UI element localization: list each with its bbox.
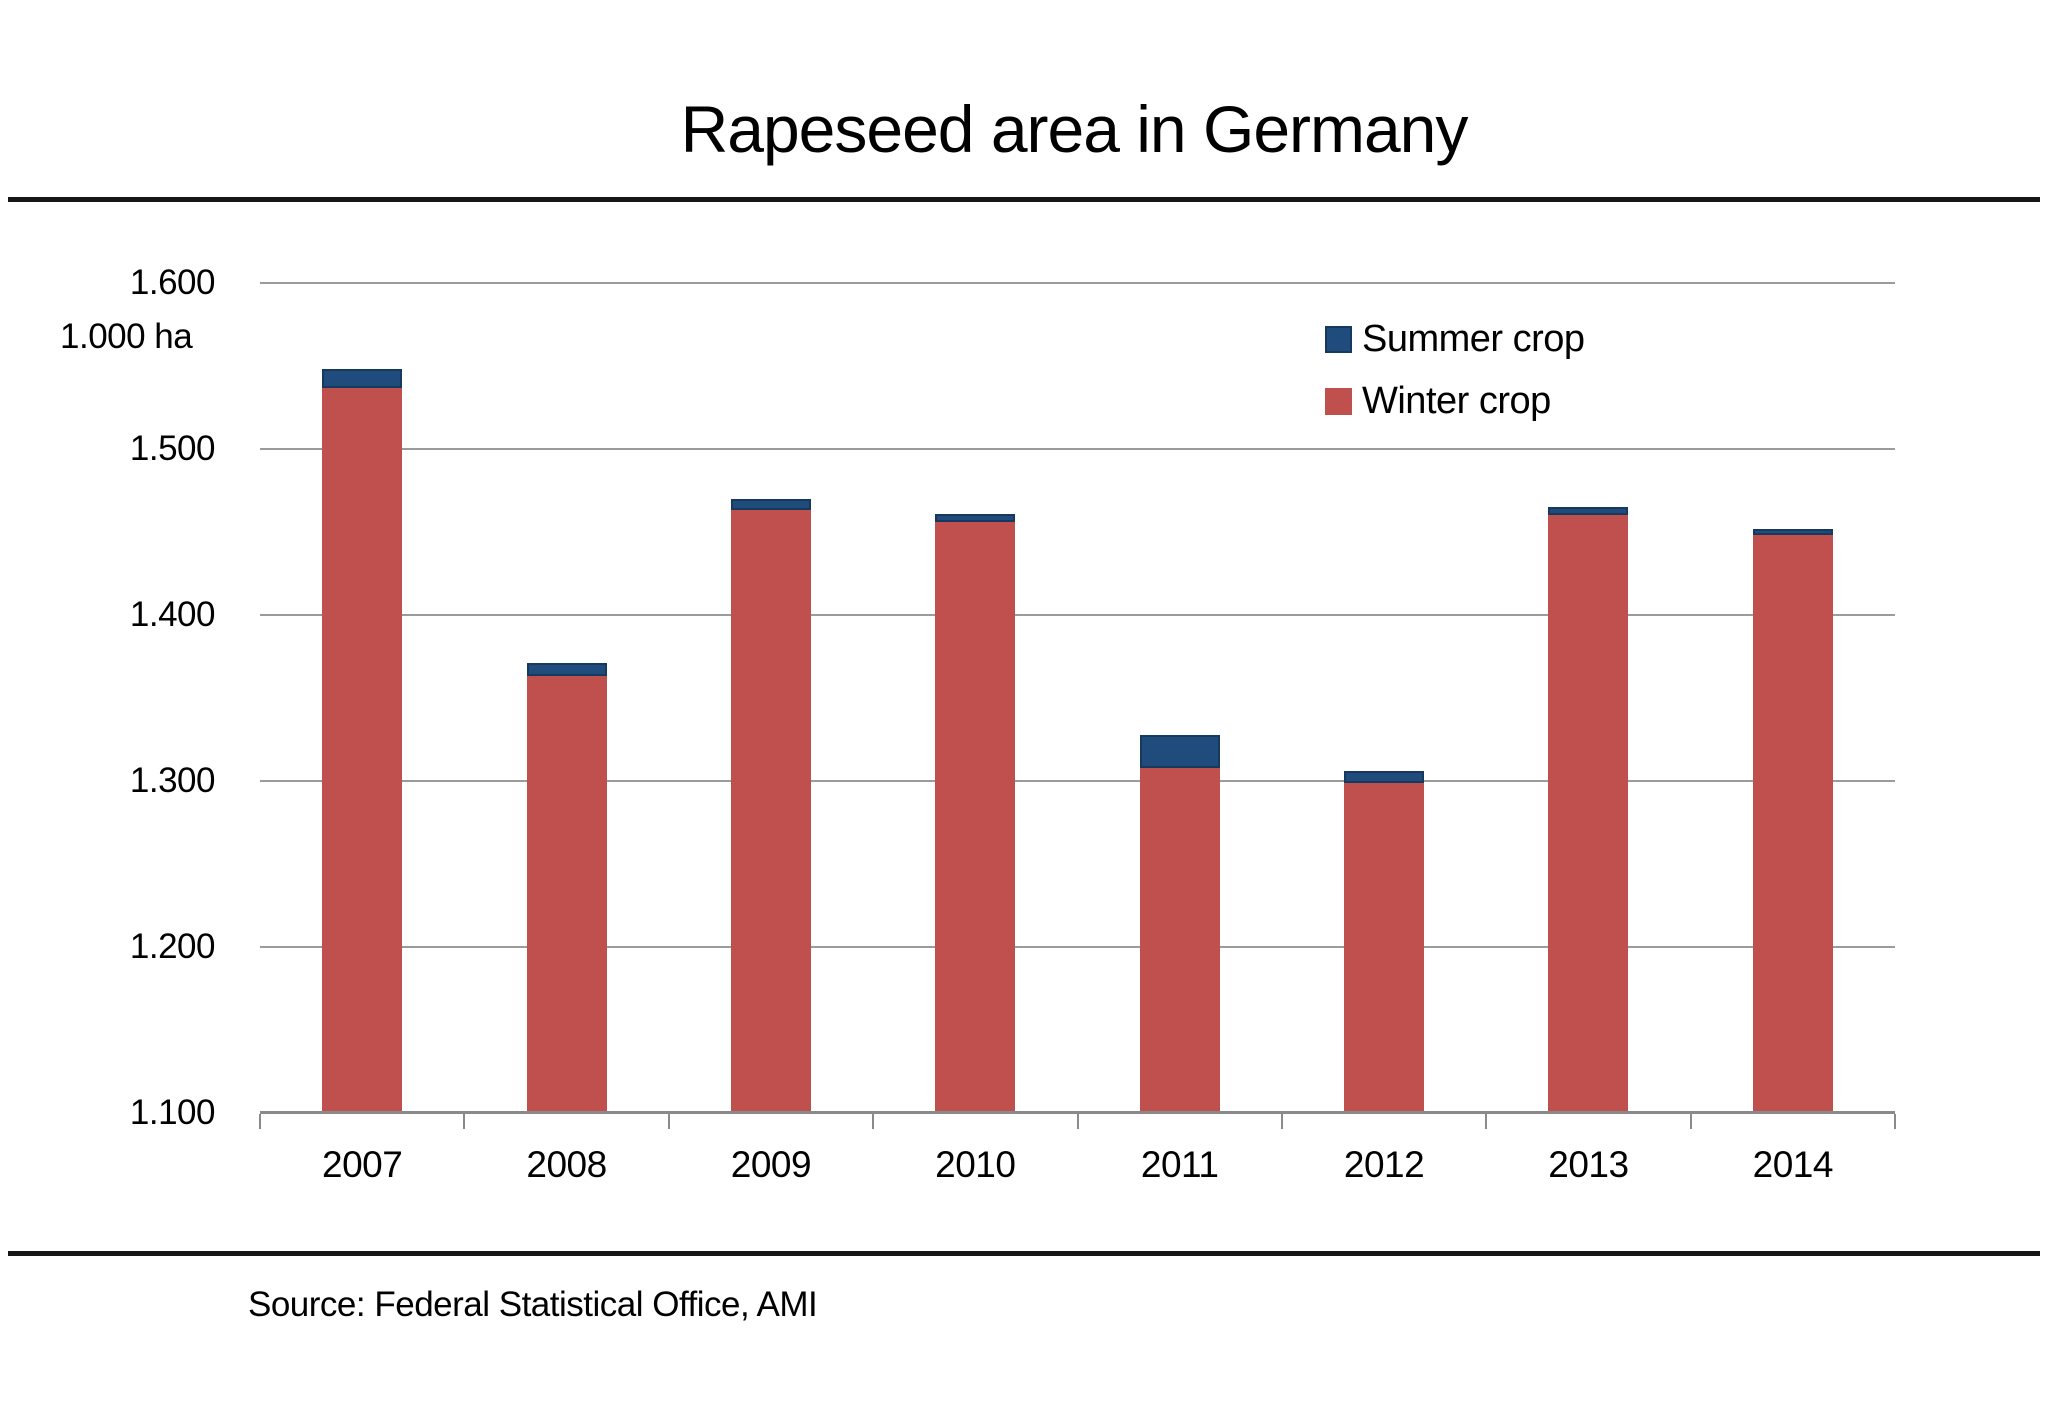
- bar-summer-crop-2008: [526, 663, 607, 677]
- legend-item-winter-crop: Winter crop: [1325, 380, 1585, 422]
- legend-label-summer-crop: Summer crop: [1362, 317, 1585, 360]
- legend-item-summer-crop: Summer crop: [1325, 318, 1585, 360]
- bar-winter-crop-2009: [730, 510, 811, 1113]
- bar-summer-crop-2007: [322, 369, 403, 388]
- gridline-1300: [260, 780, 1895, 782]
- gridline-1600: [260, 282, 1895, 284]
- legend: Summer crop Winter crop: [1325, 318, 1585, 446]
- bar-summer-crop-2013: [1548, 507, 1629, 516]
- y-axis-label-1600: 1.600: [129, 263, 216, 302]
- x-axis-label-2013: 2013: [1548, 1144, 1629, 1185]
- y-axis-label-1400: 1.400: [129, 595, 216, 634]
- bar-summer-crop-2014: [1752, 528, 1833, 536]
- x-axis-label-2010: 2010: [935, 1144, 1016, 1185]
- x-axis-tick-3: [872, 1114, 875, 1129]
- x-axis-tick-5: [1280, 1114, 1283, 1129]
- y-axis-unit-label: 1.000 ha: [60, 317, 193, 356]
- x-axis-tick-0: [259, 1114, 261, 1129]
- x-axis-tick-2: [667, 1114, 670, 1129]
- x-axis-tick-6: [1485, 1114, 1488, 1129]
- gridline-1400: [260, 614, 1895, 616]
- bar-winter-crop-2010: [935, 522, 1016, 1113]
- bar-summer-crop-2012: [1344, 771, 1425, 783]
- bar-winter-crop-2007: [322, 387, 403, 1113]
- bar-summer-crop-2011: [1139, 734, 1220, 768]
- y-axis-label-1100: 1.100: [129, 1093, 216, 1132]
- x-axis-line: [260, 1111, 1895, 1114]
- x-axis-label-2012: 2012: [1343, 1144, 1425, 1185]
- x-axis-label-2011: 2011: [1140, 1144, 1219, 1185]
- chart-title: Rapeseed area in Germany: [680, 92, 1469, 166]
- x-axis-tick-7: [1689, 1114, 1692, 1129]
- x-axis-tick-4: [1076, 1114, 1079, 1129]
- plot-area: 1.600 1.500 1.400 1.300 1.200 1.100 2007 2008 20…: [130, 263, 1896, 1185]
- bar-summer-crop-2009: [730, 498, 811, 511]
- y-axis-label-1200: 1.200: [129, 927, 216, 966]
- y-axis-label-1500: 1.500: [129, 429, 216, 468]
- bar-winter-crop-2008: [526, 676, 607, 1113]
- x-axis-label-2007: 2007: [322, 1144, 403, 1185]
- summer-crop-swatch-icon: [1325, 325, 1352, 353]
- bar-winter-crop-2013: [1548, 515, 1629, 1113]
- legend-label-winter-crop: Winter crop: [1362, 379, 1551, 422]
- bar-winter-crop-2014: [1752, 535, 1833, 1113]
- gridline-1500: [260, 448, 1895, 450]
- x-axis-tick-8: [1894, 1114, 1896, 1129]
- x-axis-label-2009: 2009: [730, 1144, 812, 1185]
- x-axis-tick-1: [463, 1114, 466, 1129]
- winter-crop-swatch-icon: [1325, 387, 1352, 415]
- top-divider-rule: [8, 197, 2040, 202]
- x-axis-label-2008: 2008: [526, 1144, 607, 1185]
- source-text: Source: Federal Statistical Office, AMI: [248, 1285, 818, 1324]
- bottom-divider-rule: [8, 1251, 2040, 1256]
- bar-winter-crop-2012: [1344, 782, 1425, 1113]
- bar-winter-crop-2011: [1139, 767, 1220, 1113]
- x-axis-label-2014: 2014: [1752, 1144, 1834, 1185]
- gridline-1200: [260, 946, 1895, 948]
- bar-summer-crop-2010: [935, 513, 1016, 523]
- y-axis-label-1300: 1.300: [129, 761, 216, 800]
